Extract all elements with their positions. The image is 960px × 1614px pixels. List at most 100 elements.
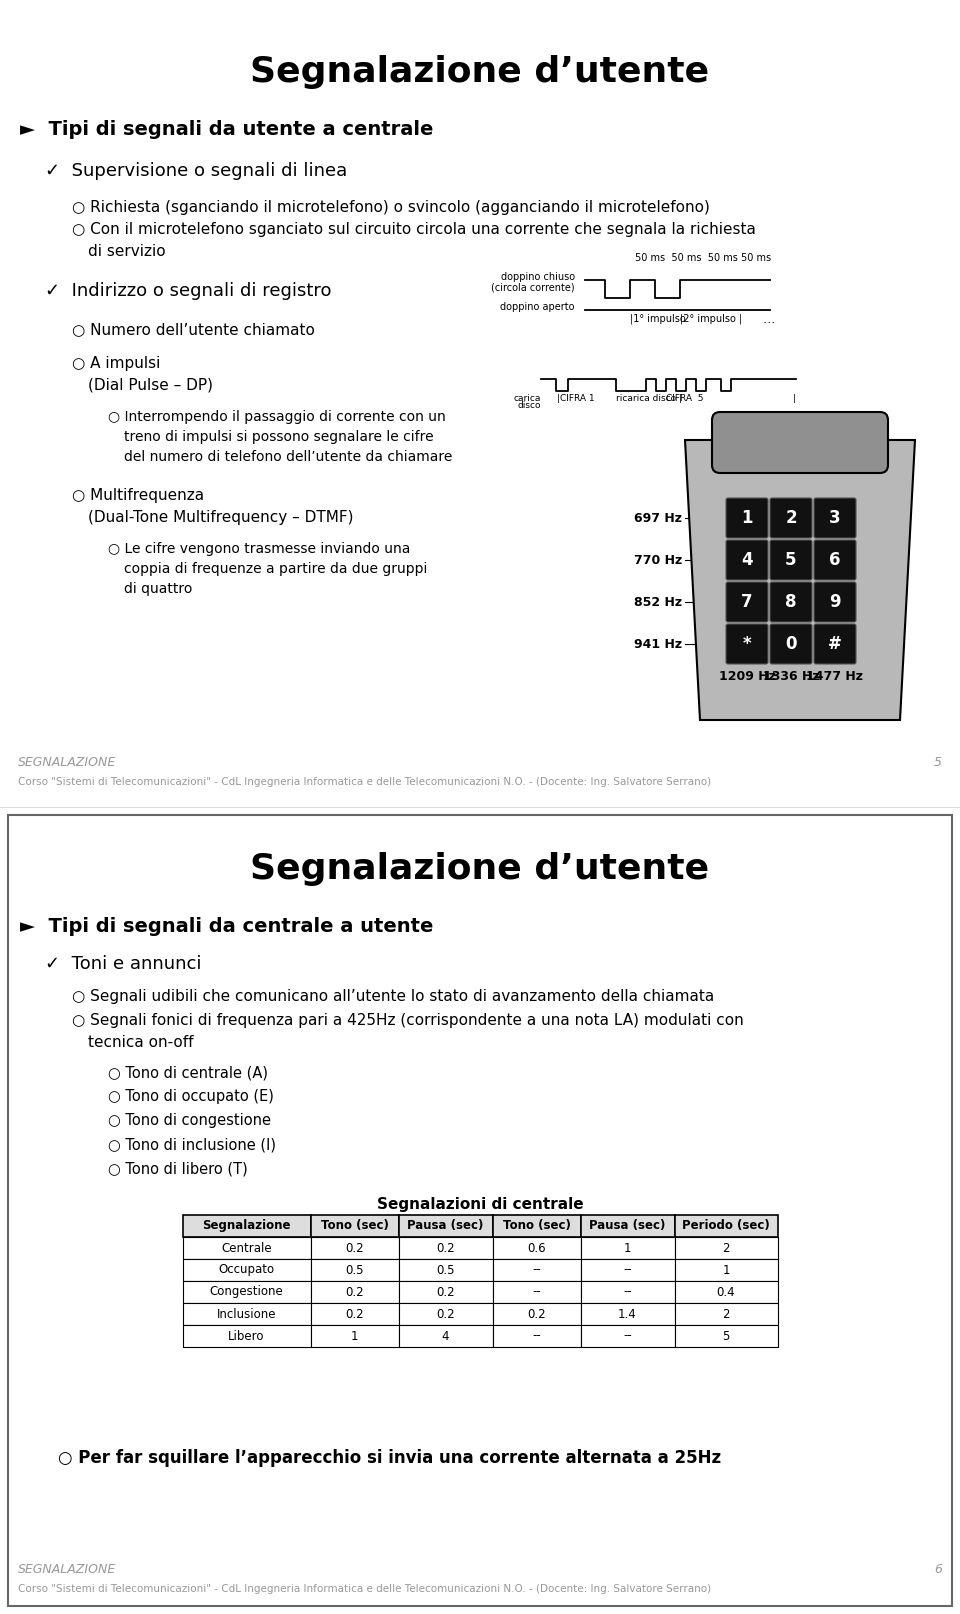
Text: ○ Le cifre vengono trasmesse inviando una: ○ Le cifre vengono trasmesse inviando un… bbox=[108, 542, 410, 555]
Text: ○ Con il microtelefono sganciato sul circuito circola una corrente che segnala l: ○ Con il microtelefono sganciato sul cir… bbox=[72, 223, 756, 237]
Text: Pausa (sec): Pausa (sec) bbox=[589, 1220, 665, 1233]
Text: 5: 5 bbox=[722, 1330, 730, 1343]
Bar bbox=[581, 1215, 675, 1236]
Bar bbox=[310, 1215, 398, 1236]
Text: 941 Hz: 941 Hz bbox=[634, 638, 682, 650]
Text: 852 Hz: 852 Hz bbox=[634, 596, 682, 608]
Text: Tono (sec): Tono (sec) bbox=[321, 1220, 389, 1233]
Text: --: -- bbox=[532, 1330, 540, 1343]
Text: 1209 Hz: 1209 Hz bbox=[719, 670, 776, 683]
Bar bbox=[182, 1236, 310, 1259]
Text: Libero: Libero bbox=[228, 1330, 265, 1343]
Bar bbox=[310, 1302, 398, 1325]
FancyBboxPatch shape bbox=[814, 583, 856, 621]
Text: carica: carica bbox=[514, 394, 541, 404]
Text: 0.2: 0.2 bbox=[436, 1285, 455, 1299]
Text: (Dial Pulse – DP): (Dial Pulse – DP) bbox=[88, 378, 213, 392]
Text: 2: 2 bbox=[722, 1307, 730, 1320]
FancyBboxPatch shape bbox=[726, 583, 768, 621]
FancyBboxPatch shape bbox=[770, 541, 812, 579]
Text: --: -- bbox=[532, 1285, 540, 1299]
Text: 0.5: 0.5 bbox=[346, 1264, 364, 1277]
Text: ►  Tipi di segnali da utente a centrale: ► Tipi di segnali da utente a centrale bbox=[20, 119, 433, 139]
Text: Centrale: Centrale bbox=[221, 1241, 272, 1254]
Bar bbox=[581, 1236, 675, 1259]
Text: *: * bbox=[743, 634, 752, 654]
Bar bbox=[310, 1282, 398, 1302]
Text: Congestione: Congestione bbox=[209, 1285, 283, 1299]
Text: ○ Segnali fonici di frequenza pari a 425Hz (corrispondente a una nota LA) modula: ○ Segnali fonici di frequenza pari a 425… bbox=[72, 1014, 744, 1028]
Bar bbox=[310, 1236, 398, 1259]
Text: 0.2: 0.2 bbox=[436, 1241, 455, 1254]
Text: 8: 8 bbox=[785, 592, 797, 612]
Bar bbox=[310, 1325, 398, 1348]
Text: |2° impulso |: |2° impulso | bbox=[680, 313, 742, 323]
Bar bbox=[398, 1325, 492, 1348]
Text: coppia di frequenze a partire da due gruppi: coppia di frequenze a partire da due gru… bbox=[124, 562, 427, 576]
Text: ○ Tono di inclusione (I): ○ Tono di inclusione (I) bbox=[108, 1136, 276, 1152]
Text: di quattro: di quattro bbox=[124, 583, 192, 596]
Text: SEGNALAZIONE: SEGNALAZIONE bbox=[18, 1562, 116, 1575]
Text: ○ Multifrequenza: ○ Multifrequenza bbox=[72, 487, 204, 504]
Text: 1: 1 bbox=[624, 1241, 632, 1254]
Text: 5: 5 bbox=[934, 755, 942, 768]
Text: 0.4: 0.4 bbox=[717, 1285, 735, 1299]
Text: Segnalazione: Segnalazione bbox=[203, 1220, 291, 1233]
Text: ►  Tipi di segnali da centrale a utente: ► Tipi di segnali da centrale a utente bbox=[20, 917, 433, 936]
Text: treno di impulsi si possono segnalare le cifre: treno di impulsi si possono segnalare le… bbox=[124, 429, 434, 444]
Bar bbox=[492, 1236, 581, 1259]
Text: 0.6: 0.6 bbox=[527, 1241, 546, 1254]
Text: 1.4: 1.4 bbox=[618, 1307, 636, 1320]
Bar bbox=[398, 1282, 492, 1302]
Text: ○ Interrompendo il passaggio di corrente con un: ○ Interrompendo il passaggio di corrente… bbox=[108, 410, 445, 424]
Text: --: -- bbox=[623, 1330, 632, 1343]
Text: Corso "Sistemi di Telecomunicazioni" - CdL Ingegneria Informatica e delle Teleco: Corso "Sistemi di Telecomunicazioni" - C… bbox=[18, 1583, 711, 1595]
Bar bbox=[581, 1259, 675, 1282]
Text: Corso "Sistemi di Telecomunicazioni" - CdL Ingegneria Informatica e delle Teleco: Corso "Sistemi di Telecomunicazioni" - C… bbox=[18, 776, 711, 788]
Text: del numero di telefono dell’utente da chiamare: del numero di telefono dell’utente da ch… bbox=[124, 450, 452, 463]
Bar bbox=[581, 1282, 675, 1302]
Text: #: # bbox=[828, 634, 842, 654]
Text: disco: disco bbox=[517, 400, 541, 410]
Text: 1336 Hz: 1336 Hz bbox=[762, 670, 819, 683]
Bar bbox=[675, 1236, 778, 1259]
Text: 1477 Hz: 1477 Hz bbox=[806, 670, 863, 683]
Text: --: -- bbox=[532, 1264, 540, 1277]
Text: 4: 4 bbox=[442, 1330, 449, 1343]
Text: ✓  Indirizzo o segnali di registro: ✓ Indirizzo o segnali di registro bbox=[45, 282, 331, 300]
FancyBboxPatch shape bbox=[726, 499, 768, 537]
Bar bbox=[675, 1215, 778, 1236]
Bar bbox=[492, 1325, 581, 1348]
Bar bbox=[675, 1302, 778, 1325]
Text: doppino chiuso: doppino chiuso bbox=[501, 273, 575, 282]
Text: CIFRA  5: CIFRA 5 bbox=[666, 394, 704, 404]
Text: SEGNALAZIONE: SEGNALAZIONE bbox=[18, 755, 116, 768]
Bar bbox=[8, 815, 952, 1606]
Bar bbox=[398, 1236, 492, 1259]
Text: Segnalazioni di centrale: Segnalazioni di centrale bbox=[376, 1198, 584, 1212]
Bar bbox=[182, 1282, 310, 1302]
Text: |: | bbox=[793, 394, 796, 404]
Bar bbox=[492, 1282, 581, 1302]
Bar bbox=[675, 1325, 778, 1348]
Text: ricarica disco |: ricarica disco | bbox=[616, 394, 682, 404]
Bar bbox=[581, 1325, 675, 1348]
Text: ○ Tono di libero (T): ○ Tono di libero (T) bbox=[108, 1160, 248, 1177]
FancyBboxPatch shape bbox=[814, 499, 856, 537]
Bar bbox=[182, 1259, 310, 1282]
Bar bbox=[182, 1302, 310, 1325]
FancyBboxPatch shape bbox=[712, 412, 888, 473]
Text: Occupato: Occupato bbox=[219, 1264, 275, 1277]
Text: 0: 0 bbox=[785, 634, 797, 654]
Text: 0.5: 0.5 bbox=[436, 1264, 455, 1277]
Text: 5: 5 bbox=[785, 550, 797, 570]
Text: 6: 6 bbox=[829, 550, 841, 570]
Text: --: -- bbox=[623, 1264, 632, 1277]
Text: doppino aperto: doppino aperto bbox=[500, 302, 575, 312]
Bar bbox=[581, 1302, 675, 1325]
Bar bbox=[398, 1259, 492, 1282]
Text: 6: 6 bbox=[934, 1562, 942, 1575]
Text: Pausa (sec): Pausa (sec) bbox=[407, 1220, 484, 1233]
Text: 2: 2 bbox=[785, 508, 797, 528]
Bar bbox=[492, 1215, 581, 1236]
